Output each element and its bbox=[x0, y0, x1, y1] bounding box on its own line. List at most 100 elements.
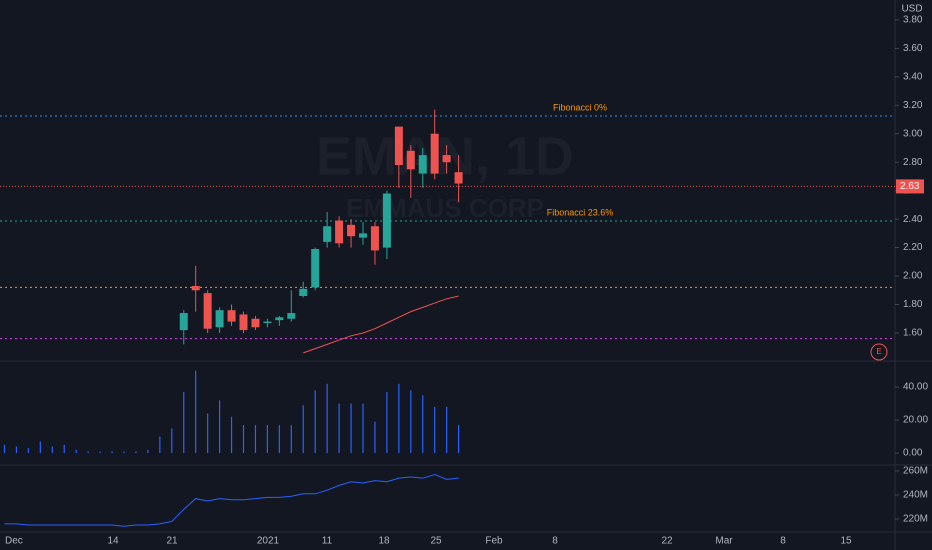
volume-bar bbox=[159, 436, 161, 454]
y-tick-label: 240M bbox=[903, 490, 928, 501]
watermark-sub: EMMAUS CORP bbox=[346, 193, 544, 223]
y-tick-label: 1.80 bbox=[903, 299, 923, 310]
candle-body bbox=[263, 321, 272, 324]
volume-bar bbox=[3, 444, 6, 454]
volume-bar bbox=[123, 451, 125, 454]
x-tick-label: 8 bbox=[552, 536, 558, 547]
badge-label: E bbox=[876, 347, 881, 356]
volume-bar bbox=[302, 405, 304, 454]
candle-body bbox=[215, 310, 224, 328]
candle-body bbox=[370, 226, 379, 251]
volume-bar bbox=[99, 451, 101, 454]
y-tick-label: 2.00 bbox=[903, 271, 923, 282]
volume-bar bbox=[87, 451, 89, 454]
y-tick-label: 3.80 bbox=[903, 15, 923, 26]
volume-bar bbox=[374, 421, 376, 454]
y-tick-label: 0.00 bbox=[903, 448, 923, 459]
volume-bar bbox=[338, 403, 340, 454]
y-tick-label: 220M bbox=[903, 514, 928, 525]
volume-bar bbox=[326, 383, 328, 454]
x-tick-label: 14 bbox=[107, 536, 119, 547]
badge bbox=[870, 343, 888, 361]
candle-body bbox=[203, 293, 212, 329]
candle-body bbox=[239, 314, 248, 331]
volume-bar bbox=[410, 390, 412, 454]
candle-body bbox=[323, 226, 332, 242]
volume-bar bbox=[195, 370, 197, 454]
pane bbox=[4, 474, 459, 527]
volume-bar bbox=[422, 395, 424, 454]
volume-bar bbox=[458, 425, 460, 454]
pane bbox=[3, 370, 460, 454]
volume-bar bbox=[147, 449, 149, 454]
y-tick-label: 3.20 bbox=[903, 100, 923, 111]
candle-body bbox=[287, 313, 296, 319]
candle-body bbox=[418, 155, 427, 174]
x-tick-label: 8 bbox=[780, 536, 786, 547]
volume-bar bbox=[290, 425, 292, 454]
volume-bar bbox=[207, 413, 209, 454]
volume-bar bbox=[350, 403, 352, 454]
y-tick-label: 2.80 bbox=[903, 157, 923, 168]
candle-body bbox=[347, 224, 356, 237]
volume-bar bbox=[398, 383, 400, 454]
volume-bar bbox=[135, 451, 137, 454]
volume-bar bbox=[278, 425, 280, 454]
y-tick-label: 260M bbox=[903, 466, 928, 477]
pane bbox=[0, 109, 895, 354]
volume-bar bbox=[39, 441, 41, 454]
volume-bar bbox=[63, 444, 65, 454]
volume-bar bbox=[434, 406, 436, 454]
volume-bar bbox=[254, 425, 257, 454]
volume-bar bbox=[171, 428, 173, 454]
candle-body bbox=[179, 313, 188, 331]
candle-body bbox=[359, 233, 367, 238]
volume-bar bbox=[446, 406, 448, 454]
volume-bar bbox=[314, 390, 316, 454]
x-tick-label: 18 bbox=[378, 536, 390, 547]
volume-bar bbox=[230, 416, 233, 454]
y-tick-label: 3.40 bbox=[903, 71, 923, 82]
moving-average bbox=[303, 295, 459, 354]
volume-bar bbox=[219, 400, 221, 454]
candle-body bbox=[275, 317, 284, 321]
last-price-box bbox=[896, 179, 924, 194]
candle-body bbox=[335, 220, 344, 244]
volume-bar bbox=[242, 425, 245, 454]
volume-bar bbox=[51, 446, 53, 454]
candle-body bbox=[406, 150, 415, 170]
volume-bar bbox=[15, 446, 18, 454]
y-tick-label: 3.00 bbox=[903, 128, 923, 139]
y-tick-label: 2.20 bbox=[903, 242, 923, 253]
candle-body bbox=[311, 249, 320, 288]
candle-body bbox=[442, 155, 451, 163]
x-tick-label: 22 bbox=[661, 536, 673, 547]
candle-body bbox=[394, 126, 403, 166]
x-tick-label: 25 bbox=[430, 536, 442, 547]
y-tick-label: 1.60 bbox=[903, 328, 923, 339]
candle-body bbox=[382, 193, 391, 248]
last-price-label: 2.63 bbox=[900, 181, 920, 192]
y-tick-label: 3.60 bbox=[903, 43, 923, 54]
y-tick-label: 20.00 bbox=[903, 415, 928, 426]
volume-bar bbox=[111, 451, 113, 454]
volume-bar bbox=[266, 425, 268, 454]
x-tick-label: Mar bbox=[715, 536, 733, 547]
x-tick-label: 21 bbox=[166, 536, 178, 547]
x-tick-label: 2021 bbox=[257, 536, 280, 547]
candle-body bbox=[299, 288, 308, 296]
candle-body bbox=[191, 286, 200, 291]
volume-bar bbox=[27, 448, 29, 454]
x-tick-label: Dec bbox=[5, 536, 23, 547]
candle-body bbox=[227, 310, 236, 322]
candle-body bbox=[454, 172, 463, 184]
volume-bar bbox=[75, 449, 77, 454]
volume-bar bbox=[362, 403, 364, 454]
indicator-line bbox=[4, 474, 459, 527]
currency-label: USD bbox=[901, 4, 922, 15]
y-tick-label: 40.00 bbox=[903, 382, 928, 393]
x-tick-label: Feb bbox=[485, 536, 503, 547]
candle-body bbox=[251, 318, 260, 328]
level-label: Fibonacci 0% bbox=[553, 102, 607, 112]
